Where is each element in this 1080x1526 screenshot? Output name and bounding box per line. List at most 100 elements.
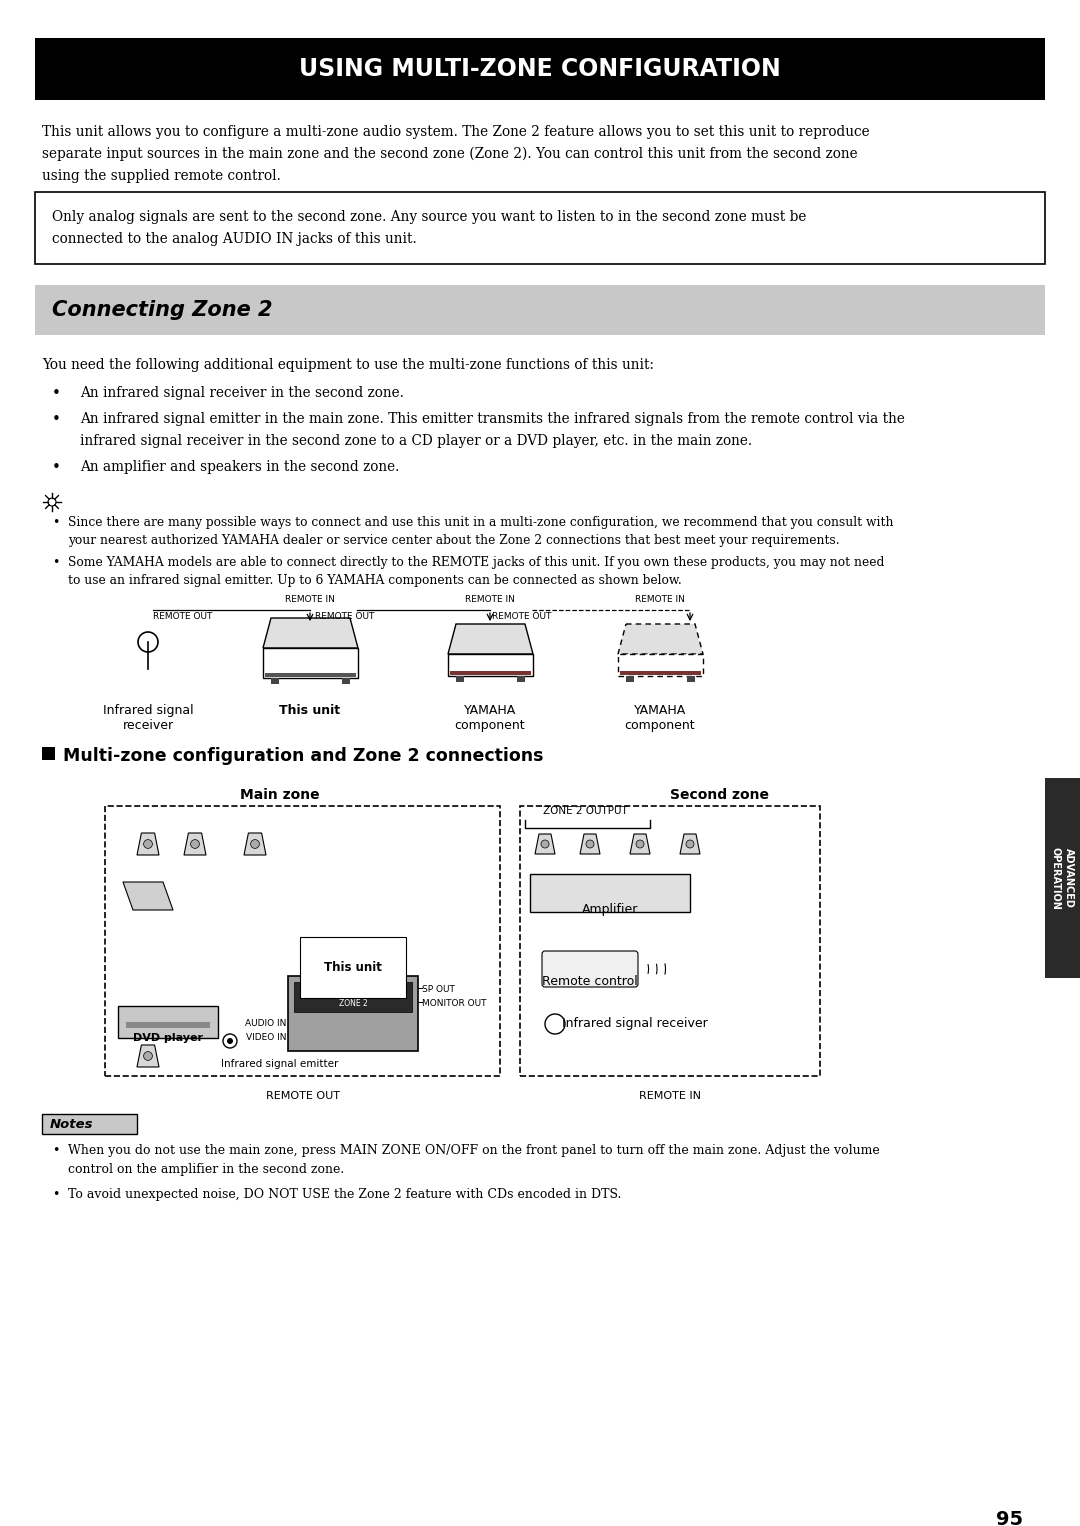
Text: Infrared signal emitter: Infrared signal emitter xyxy=(221,1059,339,1070)
Polygon shape xyxy=(618,624,703,655)
Text: REMOTE IN: REMOTE IN xyxy=(639,1091,701,1100)
Text: You need the following additional equipment to use the multi-zone functions of t: You need the following additional equipm… xyxy=(42,359,654,372)
Circle shape xyxy=(541,839,549,848)
Circle shape xyxy=(48,497,56,507)
Text: REMOTE OUT: REMOTE OUT xyxy=(153,612,213,621)
Text: Some YAMAHA models are able to connect directly to the REMOTE jacks of this unit: Some YAMAHA models are able to connect d… xyxy=(68,555,885,569)
Text: Infrared signal receiver: Infrared signal receiver xyxy=(562,1018,707,1030)
Bar xyxy=(530,874,690,913)
Circle shape xyxy=(686,839,694,848)
Text: •: • xyxy=(52,516,59,530)
Bar xyxy=(519,806,820,1076)
Bar xyxy=(687,676,696,682)
Bar xyxy=(450,671,531,674)
Bar xyxy=(42,748,55,760)
Bar xyxy=(42,1114,137,1134)
Text: USING MULTI-ZONE CONFIGURATION: USING MULTI-ZONE CONFIGURATION xyxy=(299,56,781,81)
Text: YAMAHA
component: YAMAHA component xyxy=(624,703,696,732)
Text: This unit: This unit xyxy=(280,703,340,717)
Polygon shape xyxy=(680,835,700,855)
Text: •: • xyxy=(52,1144,59,1157)
FancyBboxPatch shape xyxy=(542,951,638,987)
Text: infrared signal receiver in the second zone to a CD player or a DVD player, etc.: infrared signal receiver in the second z… xyxy=(80,433,752,449)
Polygon shape xyxy=(630,835,650,855)
Text: Connecting Zone 2: Connecting Zone 2 xyxy=(52,301,272,320)
Bar xyxy=(288,977,418,1051)
Text: separate input sources in the main zone and the second zone (Zone 2). You can co: separate input sources in the main zone … xyxy=(42,146,858,162)
Text: 95: 95 xyxy=(997,1511,1024,1526)
Text: Remote control: Remote control xyxy=(542,975,638,987)
Bar xyxy=(342,678,350,684)
Text: Main zone: Main zone xyxy=(240,787,320,803)
Text: MAIN ZONE: MAIN ZONE xyxy=(332,987,375,996)
Text: Only analog signals are sent to the second zone. Any source you want to listen t: Only analog signals are sent to the seco… xyxy=(52,211,807,224)
Circle shape xyxy=(251,839,259,848)
Bar xyxy=(294,983,411,1012)
Text: •: • xyxy=(52,1189,59,1201)
Bar xyxy=(105,806,500,1076)
Text: DVD player: DVD player xyxy=(133,1033,203,1042)
Bar xyxy=(620,671,701,674)
Text: •: • xyxy=(52,386,60,401)
Text: control on the amplifier in the second zone.: control on the amplifier in the second z… xyxy=(68,1163,345,1177)
Polygon shape xyxy=(137,1045,159,1067)
Text: AUDIO IN: AUDIO IN xyxy=(245,1019,286,1029)
Bar xyxy=(118,1006,218,1038)
Text: Notes: Notes xyxy=(50,1117,94,1131)
Text: This unit allows you to configure a multi-zone audio system. The Zone 2 feature : This unit allows you to configure a mult… xyxy=(42,125,869,139)
Bar xyxy=(517,676,525,682)
Text: Second zone: Second zone xyxy=(671,787,769,803)
Circle shape xyxy=(586,839,594,848)
Text: •: • xyxy=(52,412,60,427)
Text: Amplifier: Amplifier xyxy=(582,903,638,916)
Circle shape xyxy=(190,839,200,848)
Text: •: • xyxy=(52,459,60,475)
Text: REMOTE IN: REMOTE IN xyxy=(635,595,685,604)
Polygon shape xyxy=(123,882,173,909)
Text: •: • xyxy=(52,555,59,569)
Circle shape xyxy=(144,839,152,848)
Text: REMOTE OUT: REMOTE OUT xyxy=(266,1091,339,1100)
Text: Infrared signal
receiver: Infrared signal receiver xyxy=(103,703,193,732)
Text: Since there are many possible ways to connect and use this unit in a multi-zone : Since there are many possible ways to co… xyxy=(68,516,893,530)
Text: SP OUT: SP OUT xyxy=(422,986,455,995)
Polygon shape xyxy=(184,833,206,855)
Text: This unit: This unit xyxy=(324,961,382,974)
Polygon shape xyxy=(448,624,534,655)
Polygon shape xyxy=(137,833,159,855)
Text: When you do not use the main zone, press MAIN ZONE ON/OFF on the front panel to : When you do not use the main zone, press… xyxy=(68,1144,880,1157)
Text: Multi-zone configuration and Zone 2 connections: Multi-zone configuration and Zone 2 conn… xyxy=(63,748,543,765)
Bar xyxy=(456,676,464,682)
Text: An amplifier and speakers in the second zone.: An amplifier and speakers in the second … xyxy=(80,459,400,475)
Polygon shape xyxy=(244,833,266,855)
Bar xyxy=(126,1022,210,1029)
Text: your nearest authorized YAMAHA dealer or service center about the Zone 2 connect: your nearest authorized YAMAHA dealer or… xyxy=(68,534,839,546)
Bar xyxy=(264,649,357,678)
Text: REMOTE OUT: REMOTE OUT xyxy=(315,612,375,621)
Circle shape xyxy=(144,1051,152,1061)
Text: VIDEO IN: VIDEO IN xyxy=(245,1033,286,1042)
Polygon shape xyxy=(535,835,555,855)
Text: To avoid unexpected noise, DO NOT USE the Zone 2 feature with CDs encoded in DTS: To avoid unexpected noise, DO NOT USE th… xyxy=(68,1189,621,1201)
Text: ADVANCED
OPERATION: ADVANCED OPERATION xyxy=(1051,847,1074,909)
Text: REMOTE IN: REMOTE IN xyxy=(465,595,515,604)
Text: REMOTE OUT: REMOTE OUT xyxy=(492,612,552,621)
Circle shape xyxy=(227,1038,233,1044)
Text: YAMAHA
component: YAMAHA component xyxy=(455,703,525,732)
Bar xyxy=(618,655,703,676)
Bar xyxy=(35,38,1045,101)
Polygon shape xyxy=(264,618,357,649)
Bar xyxy=(35,192,1045,264)
Text: using the supplied remote control.: using the supplied remote control. xyxy=(42,169,281,183)
Text: REMOTE IN: REMOTE IN xyxy=(285,595,335,604)
Bar xyxy=(271,678,279,684)
Polygon shape xyxy=(580,835,600,855)
Bar xyxy=(265,673,356,678)
Text: ZONE 2 OUTPUT: ZONE 2 OUTPUT xyxy=(542,806,627,816)
Text: connected to the analog AUDIO IN jacks of this unit.: connected to the analog AUDIO IN jacks o… xyxy=(52,232,417,246)
Text: MONITOR OUT: MONITOR OUT xyxy=(422,1000,486,1009)
Circle shape xyxy=(636,839,644,848)
Text: to use an infrared signal emitter. Up to 6 YAMAHA components can be connected as: to use an infrared signal emitter. Up to… xyxy=(68,574,681,588)
Text: ZONE 2: ZONE 2 xyxy=(339,1000,367,1009)
Text: An infrared signal emitter in the main zone. This emitter transmits the infrared: An infrared signal emitter in the main z… xyxy=(80,412,905,426)
